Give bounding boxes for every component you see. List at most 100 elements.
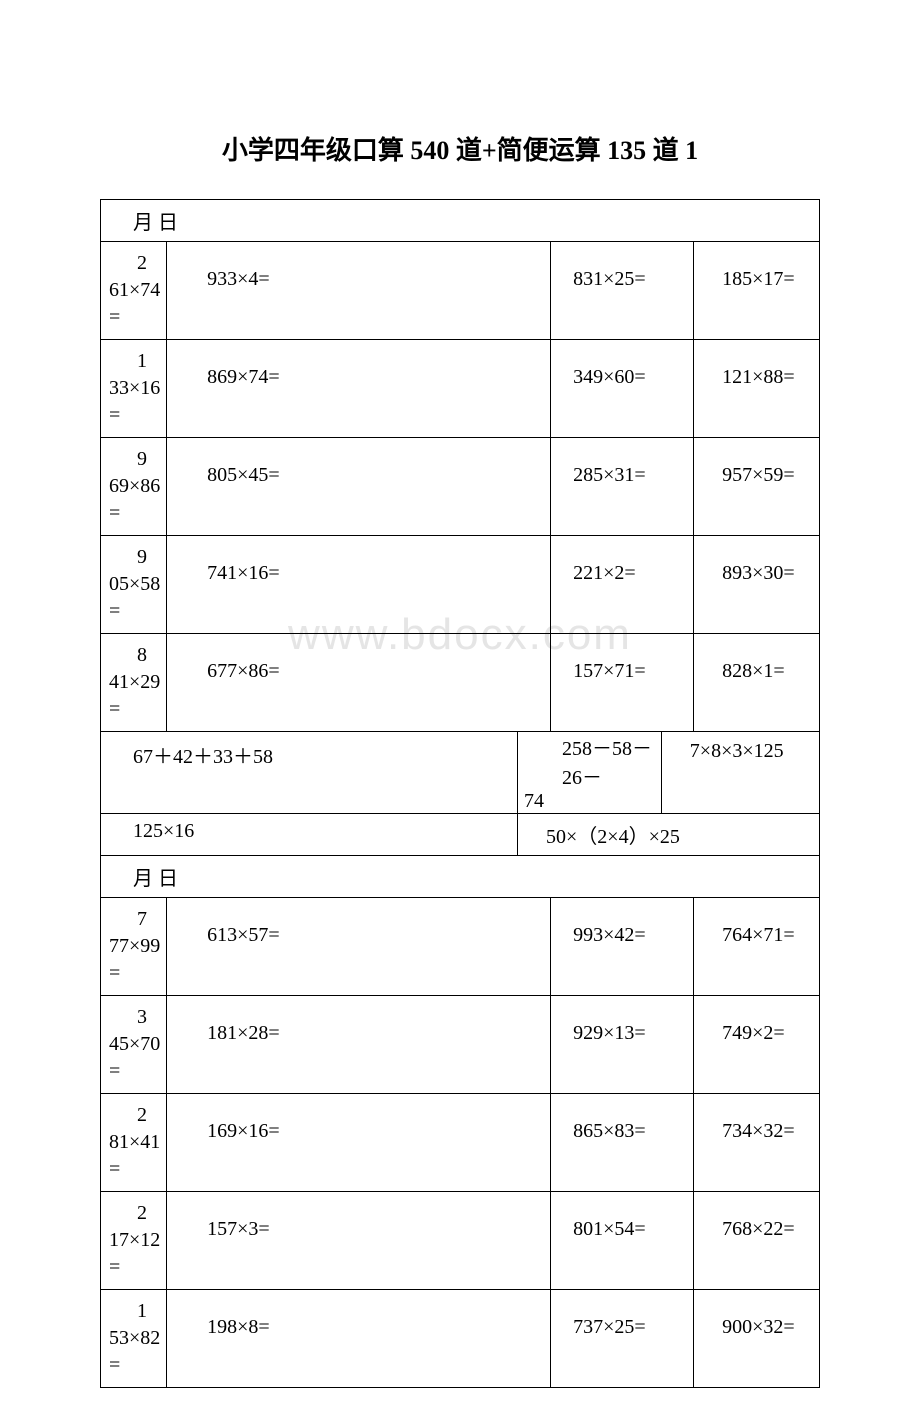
problem-text: 865×83= — [573, 1120, 646, 1142]
problem-cell: 1 53×82= — [101, 1290, 167, 1388]
problem-text: 221×2= — [573, 562, 636, 584]
problem-cell: 841×29= — [101, 634, 167, 732]
problem-row: 1 53×82= 198×8= 737×25= 900×32= — [101, 1290, 820, 1388]
problem-cell: 3 45×70= — [101, 996, 167, 1094]
problem-cell: 221×2= — [551, 536, 694, 634]
problem-text: 81×41= — [109, 1131, 160, 1180]
problem-cell: 181×28= — [167, 996, 551, 1094]
problem-cell: 933×4= — [167, 242, 551, 340]
problem-cell: 169×16= — [167, 1094, 551, 1192]
problem-text: 3 — [137, 1006, 147, 1028]
problem-row: 2 81×41= 169×16= 865×83= 734×32= — [101, 1094, 820, 1192]
problem-cell: 285×31= — [551, 438, 694, 536]
problem-cell: 185×17= — [694, 242, 820, 340]
problem-text: 198×8= — [207, 1316, 270, 1338]
problem-text: 121×88= — [722, 366, 795, 388]
problem-text: 45×70= — [109, 1033, 160, 1082]
problem-text: 749×2= — [722, 1022, 785, 1044]
problem-cell: 734×32= — [694, 1094, 820, 1192]
problem-text: 900×32= — [722, 1316, 795, 1338]
simplify-text: 258－58－26－ — [562, 732, 661, 790]
problem-text: 9 — [137, 546, 147, 568]
problem-cell: 613×57= — [167, 898, 551, 996]
problem-text: 9 — [137, 448, 147, 470]
problem-text: 801×54= — [573, 1218, 646, 1240]
problem-row: 261×74= 933×4= 831×25= 185×17= — [101, 242, 820, 340]
problem-cell: 929×13= — [551, 996, 694, 1094]
problem-cell: 801×54= — [551, 1192, 694, 1290]
problem-row: 9 05×58= 741×16= 221×2= 893×30= — [101, 536, 820, 634]
problem-text: 2 — [137, 1104, 147, 1126]
problem-text: 737×25= — [573, 1316, 646, 1338]
problem-text: 1 — [137, 1300, 147, 1322]
problem-text: 157×71= — [573, 660, 646, 682]
problem-cell: 869×74= — [167, 340, 551, 438]
simplify-text: 67＋42＋33＋58 — [133, 746, 273, 768]
problem-text: 993×42= — [573, 924, 646, 946]
problem-text: 831×25= — [573, 268, 646, 290]
problem-row: 133×16= 869×74= 349×60= 121×88= — [101, 340, 820, 438]
problem-text: 185×17= — [722, 268, 795, 290]
problem-row: 9 69×86= 805×45= 285×31= 957×59= — [101, 438, 820, 536]
simplify-cell: 258－58－26－ 74 — [518, 732, 662, 814]
problem-text: 1 — [137, 350, 147, 372]
problem-text: 677×86= — [207, 660, 280, 682]
problem-text: 69×86= — [109, 475, 160, 524]
problem-text: 613×57= — [207, 924, 280, 946]
problem-text: 17×12= — [109, 1229, 160, 1278]
worksheet-table: 月 日 261×74= 933×4= 831×25= 185×17= 133×1… — [100, 199, 820, 1388]
problem-cell: 157×3= — [167, 1192, 551, 1290]
problem-cell: 764×71= — [694, 898, 820, 996]
page-title: 小学四年级口算 540 道+简便运算 135 道 1 — [100, 130, 820, 167]
problem-cell: 805×45= — [167, 438, 551, 536]
problem-text: 61×74= — [109, 279, 160, 328]
simplify-text: 7×8×3×125 — [690, 740, 784, 762]
date-row: 月 日 — [101, 200, 820, 242]
simplify-text: 125×16 — [133, 820, 194, 842]
problem-cell: 157×71= — [551, 634, 694, 732]
date-cell: 月 日 — [101, 200, 820, 242]
problem-cell: 737×25= — [551, 1290, 694, 1388]
problem-text: 7 — [137, 908, 147, 930]
problem-text: 53×82= — [109, 1327, 160, 1376]
simplify-text: 50×（2×4）×25 — [546, 826, 680, 848]
problem-row: 7 77×99= 613×57= 993×42= 764×71= — [101, 898, 820, 996]
problem-cell: 121×88= — [694, 340, 820, 438]
problem-text: 41×29= — [109, 671, 160, 720]
problem-cell: 2 17×12= — [101, 1192, 167, 1290]
problem-text: 805×45= — [207, 464, 280, 486]
problem-text: 869×74= — [207, 366, 280, 388]
problem-cell: 900×32= — [694, 1290, 820, 1388]
simplify-cell: 7×8×3×125 — [661, 732, 819, 814]
problem-cell: 2 81×41= — [101, 1094, 167, 1192]
date-row: 月 日 — [101, 856, 820, 898]
problem-text: 764×71= — [722, 924, 795, 946]
simplify-row: 125×16 50×（2×4）×25 — [101, 814, 820, 856]
problem-cell: 893×30= — [694, 536, 820, 634]
problem-row: 3 45×70= 181×28= 929×13= 749×2= — [101, 996, 820, 1094]
problem-text: 929×13= — [573, 1022, 646, 1044]
problem-text: 05×58= — [109, 573, 160, 622]
problem-cell: 198×8= — [167, 1290, 551, 1388]
problem-text: 828×1= — [722, 660, 785, 682]
problem-text: 741×16= — [207, 562, 280, 584]
problem-text: 893×30= — [722, 562, 795, 584]
problem-text: 181×28= — [207, 1022, 280, 1044]
problem-cell: 1 33×16= — [101, 340, 167, 438]
simplify-cell: 67＋42＋33＋58 — [101, 732, 518, 814]
problem-text: 169×16= — [207, 1120, 280, 1142]
problem-row: 841×29= 677×86= 157×71= 828×1= — [101, 634, 820, 732]
problem-text: 2 — [137, 1202, 147, 1224]
problem-cell: 9 05×58= — [101, 536, 167, 634]
problem-cell: 865×83= — [551, 1094, 694, 1192]
problem-cell: 7 77×99= — [101, 898, 167, 996]
problem-text: 33×16= — [109, 377, 160, 426]
problem-text: 77×99= — [109, 935, 160, 984]
problem-cell: 741×16= — [167, 536, 551, 634]
problem-cell: 9 69×86= — [101, 438, 167, 536]
problem-text: 957×59= — [722, 464, 795, 486]
simplify-row: 67＋42＋33＋58 258－58－26－ 74 7×8×3×125 — [101, 732, 820, 814]
date-cell: 月 日 — [101, 856, 820, 898]
problem-cell: 261×74= — [101, 242, 167, 340]
problem-cell: 768×22= — [694, 1192, 820, 1290]
